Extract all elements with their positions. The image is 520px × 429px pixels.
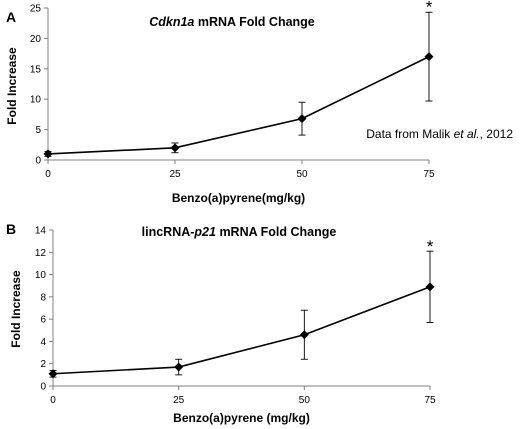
panel-b-data-point: [174, 362, 184, 372]
panel-b-y-tick-label: 2: [40, 359, 46, 370]
panel-b-x-tick-label: 25: [173, 395, 185, 406]
panel-a-y-tick-label: 10: [30, 95, 42, 106]
panel-a-title: Cdkn1a mRNA Fold Change: [149, 15, 315, 29]
panel-a-y-tick-label: 20: [30, 34, 42, 45]
panel-a-data-point: [43, 149, 53, 159]
panel-b-x-tick-label: 50: [299, 395, 311, 406]
panel-a-y-axis-title: Fold Increase: [5, 47, 19, 125]
panel-b-letter: B: [6, 221, 16, 237]
panel-b-y-tick-label: 0: [40, 382, 46, 393]
panel-a-y-tick-label: 25: [30, 4, 42, 15]
panel-b-data-point: [48, 369, 58, 379]
panel-a-source-note: Data from Malik et al., 2012: [366, 127, 513, 141]
panel-b-y-tick-label: 4: [40, 337, 46, 348]
panel-a-letter: A: [6, 9, 16, 25]
panel-a-data-point: [424, 52, 434, 62]
panel-b-significance-marker: *: [427, 237, 434, 256]
panel-b-series-line: [52, 286, 431, 375]
panel-b-y-tick-label: 8: [40, 292, 46, 303]
panel-b-y-axis-title: Fold Increase: [9, 270, 23, 348]
panel-a-y-tick-label: 15: [30, 64, 42, 75]
panel-a-data-point: [297, 114, 307, 124]
panel-b-x-tick-label: 75: [424, 395, 436, 406]
panel-b-data-point: [299, 330, 309, 340]
panel-b-y-tick-label: 6: [40, 315, 46, 326]
panel-a-x-tick-label: 50: [296, 169, 308, 180]
panel-b-x-axis-title: Benzo(a)pyrene (mg/kg): [173, 411, 310, 425]
panel-b-x-tick-label: 0: [50, 395, 56, 406]
panel-a-x-axis-title: Benzo(a)pyrene(mg/kg): [172, 191, 305, 205]
panel-a-series-line: [47, 55, 430, 155]
panel-a-data-point: [170, 143, 180, 153]
panel-b-y-tick-label: 10: [35, 270, 47, 281]
panel-a-x-tick-label: 25: [169, 169, 181, 180]
panel-a-y-tick-label: 0: [35, 156, 41, 167]
panel-b-y-tick-label: 12: [35, 248, 47, 259]
panel-a-significance-marker: *: [426, 0, 433, 17]
panel-a-chart: A Cdkn1a mRNA Fold Change 0 5 10 15 20 25 0 25 50 7…: [5, 0, 513, 205]
panel-a-y-tick-label: 5: [35, 125, 41, 136]
panel-b-title: lincRNA-p21 mRNA Fold Change: [142, 225, 337, 239]
panel-b-data-point: [425, 282, 435, 292]
panel-a-x-tick-label: 75: [423, 169, 435, 180]
panel-a-x-tick-label: 0: [45, 169, 51, 180]
panel-b-y-tick-label: 14: [35, 226, 47, 237]
